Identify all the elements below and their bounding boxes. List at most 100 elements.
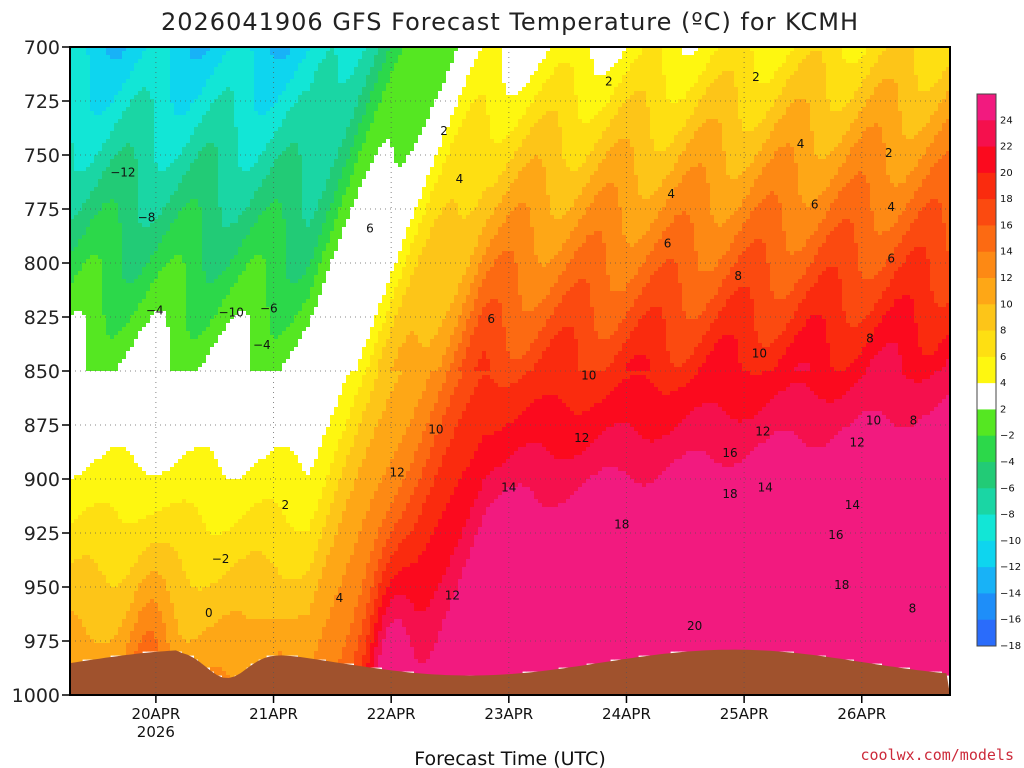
field-cell: [594, 115, 599, 144]
field-cell: [798, 371, 803, 384]
field-cell: [522, 115, 527, 140]
field-cell: [238, 311, 243, 480]
field-cell: [590, 151, 595, 176]
field-cell: [682, 99, 687, 128]
field-cell: [566, 291, 571, 328]
field-cell: [946, 151, 951, 252]
field-cell: [786, 387, 791, 432]
field-cell: [342, 47, 347, 84]
field-cell: [278, 127, 283, 156]
field-cell: [882, 231, 887, 268]
field-cell: [218, 579, 223, 620]
field-cell: [210, 283, 215, 320]
field-cell: [370, 91, 375, 124]
field-cell: [854, 91, 859, 120]
field-cell: [578, 195, 583, 220]
field-cell: [162, 171, 167, 208]
field-cell: [666, 99, 671, 148]
field-cell: [322, 251, 327, 284]
x-tick-label: 20APR: [131, 705, 180, 723]
field-cell: [530, 159, 535, 228]
field-cell: [434, 155, 439, 184]
field-cell: [654, 271, 659, 308]
field-cell: [582, 371, 587, 412]
field-cell: [618, 351, 623, 384]
field-cell: [350, 75, 355, 120]
field-cell: [714, 47, 719, 52]
field-cell: [666, 147, 671, 176]
field-cell: [422, 247, 427, 348]
field-cell: [398, 251, 403, 280]
field-cell: [182, 571, 187, 640]
field-cell: [350, 207, 355, 372]
field-cell: [710, 55, 715, 84]
field-cell: [670, 363, 675, 392]
field-cell: [814, 51, 819, 156]
field-cell: [426, 459, 431, 496]
field-cell: [330, 203, 335, 232]
field-cell: [774, 195, 779, 300]
field-cell: [150, 631, 155, 652]
field-cell: [522, 447, 527, 488]
field-cell: [538, 119, 543, 160]
field-cell: [374, 155, 379, 316]
field-cell: [670, 431, 675, 464]
y-tick-label: 775: [24, 199, 60, 221]
field-cell: [574, 171, 579, 200]
field-cell: [822, 399, 827, 448]
field-cell: [330, 503, 335, 548]
field-cell: [446, 311, 451, 348]
field-cell: [114, 47, 119, 60]
field-cell: [742, 47, 747, 132]
field-cell: [526, 135, 531, 164]
field-cell: [202, 147, 207, 272]
field-cell: [278, 59, 283, 96]
field-cell: [206, 355, 211, 448]
field-cell: [926, 123, 931, 148]
field-cell: [270, 203, 275, 336]
field-cell: [334, 491, 339, 536]
field-cell: [518, 483, 523, 676]
field-cell: [118, 151, 123, 224]
field-cell: [770, 47, 775, 80]
field-cell: [210, 319, 215, 348]
field-cell: [550, 215, 555, 260]
field-cell: [834, 227, 839, 268]
field-cell: [942, 223, 947, 308]
field-cell: [606, 467, 611, 664]
field-cell: [870, 359, 875, 412]
field-cell: [714, 79, 719, 120]
field-cell: [882, 291, 887, 316]
field-cell: [430, 599, 435, 652]
field-cell: [86, 507, 91, 556]
field-cell: [642, 47, 647, 92]
field-cell: [770, 291, 775, 344]
field-cell: [90, 371, 95, 464]
field-cell: [458, 47, 463, 96]
field-cell: [730, 71, 735, 180]
field-cell: [158, 611, 163, 652]
contour-label: 2: [440, 124, 448, 138]
field-cell: [630, 95, 635, 148]
field-cell: [494, 383, 499, 432]
field-cell: [610, 291, 615, 336]
field-cell: [686, 359, 691, 384]
field-cell: [418, 443, 423, 480]
field-cell: [818, 275, 823, 316]
field-cell: [482, 95, 487, 192]
x-tick-label: 26APR: [837, 705, 886, 723]
field-cell: [234, 283, 239, 316]
field-cell: [518, 119, 523, 148]
credit-link[interactable]: coolwx.com/models: [860, 746, 1014, 764]
field-cell: [770, 435, 775, 652]
field-cell: [614, 187, 619, 292]
field-cell: [790, 147, 795, 256]
field-cell: [538, 159, 543, 264]
field-cell: [910, 251, 915, 300]
field-cell: [154, 475, 159, 512]
field-cell: [450, 555, 455, 600]
field-cell: [286, 327, 291, 360]
field-cell: [238, 519, 243, 560]
field-cell: [942, 99, 947, 124]
field-cell: [790, 291, 795, 320]
